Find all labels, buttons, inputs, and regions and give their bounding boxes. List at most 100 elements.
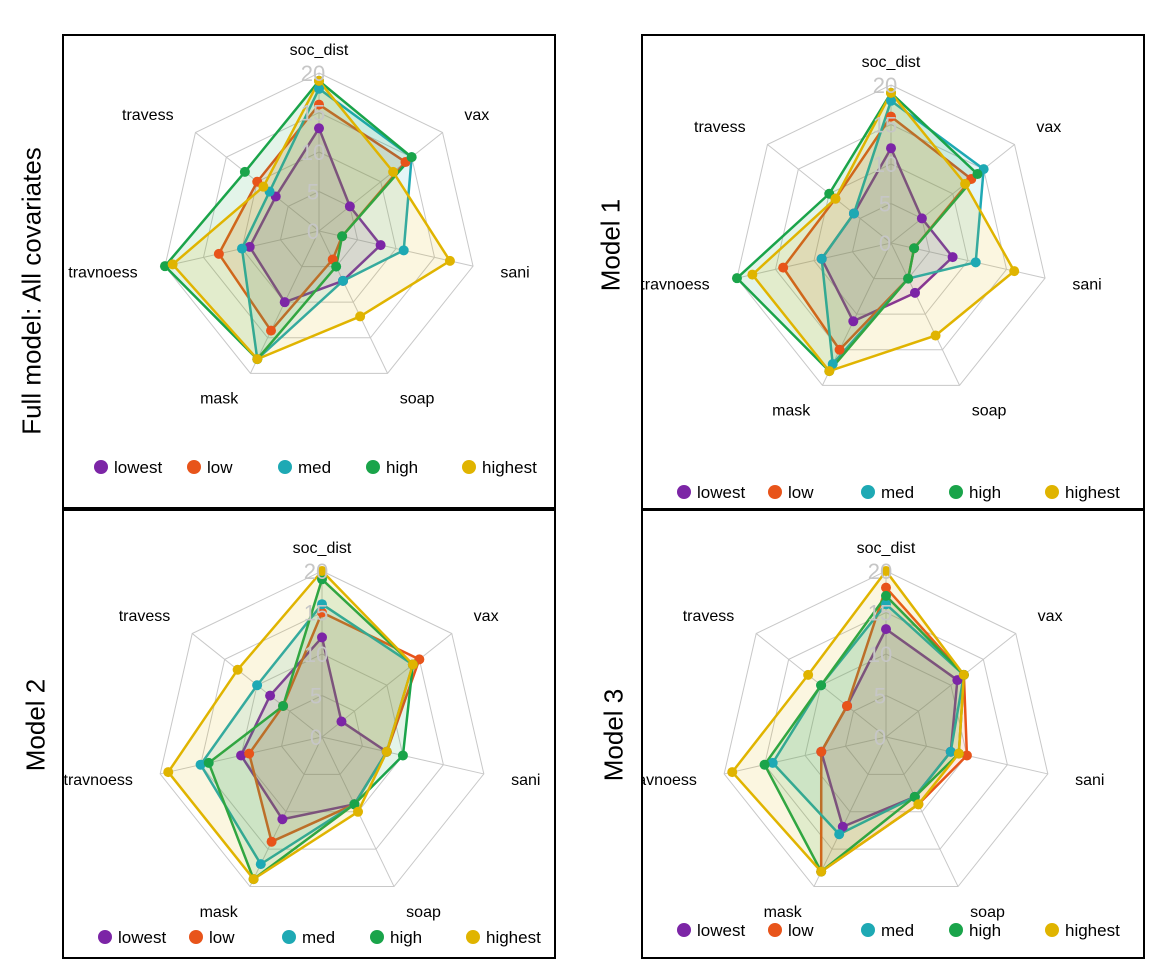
radar-panel-model1: 0 5 10 15 20 soc_dist vax sani soap mask travnoess…: [641, 34, 1145, 510]
series-area-lowest: [239, 636, 388, 821]
series-point-high: [278, 700, 289, 711]
legend-label-lowest: lowest: [114, 458, 162, 477]
radar-ticks: 0 5 10 15 20: [873, 73, 897, 256]
grid-spoke: [885, 736, 959, 887]
grid-ring: [200, 611, 444, 850]
series-point-highest: [913, 799, 924, 810]
tick-label: 0: [874, 725, 886, 750]
series-point-low: [314, 99, 324, 110]
series-point-med: [816, 253, 827, 264]
axis-label-mask: mask: [772, 403, 811, 420]
axis-label-vax: vax: [474, 608, 499, 625]
series-point-highest: [727, 767, 738, 778]
legend-label-med: med: [881, 921, 914, 940]
series-point-low: [778, 262, 789, 273]
series-point-lowest: [886, 143, 896, 154]
series-point-lowest: [909, 287, 920, 298]
panel-label-model1: Model 1: [595, 198, 626, 292]
axis-label-vax: vax: [464, 107, 489, 124]
series-point-low: [317, 607, 327, 618]
series-point-lowest: [279, 297, 290, 308]
legend-marker-lowest: [94, 460, 108, 474]
legend-marker-med: [861, 923, 875, 937]
series-point-lowest: [314, 123, 324, 134]
legend-marker-highest: [1045, 923, 1059, 937]
series-point-highest: [444, 255, 455, 266]
tick-label: 5: [310, 684, 322, 709]
series-point-high: [159, 261, 170, 272]
panel-label-model3: Model 3: [598, 688, 629, 782]
series-point-med: [252, 680, 263, 691]
tick-label: 15: [868, 601, 892, 626]
axis-label-travnoess: travnoess: [68, 264, 137, 281]
axis-label-soc_dist: soc_dist: [293, 540, 352, 557]
series-point-lowest: [236, 750, 247, 761]
series-point-med: [945, 746, 956, 757]
axis-label-travess: travess: [122, 107, 174, 124]
radar-grid: [164, 72, 474, 374]
series-point-lowest: [837, 821, 848, 832]
grid-ring: [202, 111, 436, 339]
tick-label: 10: [301, 140, 325, 165]
legend-label-med: med: [881, 483, 914, 502]
series-point-highest: [317, 566, 327, 576]
grid-ring: [279, 190, 359, 268]
series-point-high: [203, 757, 214, 768]
series-point-lowest: [916, 213, 927, 224]
series-point-med: [848, 208, 859, 219]
series-point-high: [816, 680, 827, 691]
series-point-highest: [248, 874, 259, 885]
axis-label-soap: soap: [972, 403, 1007, 420]
grid-spoke: [885, 633, 1017, 738]
legend-label-lowest: lowest: [697, 921, 745, 940]
radar-series: [727, 566, 972, 877]
grid-spoke: [318, 230, 389, 374]
series-point-high: [331, 261, 342, 272]
legend-marker-high: [949, 485, 963, 499]
series-point-high: [909, 243, 920, 254]
series-point-highest: [381, 746, 392, 757]
grid-spoke: [724, 736, 887, 775]
series-point-highest: [881, 566, 891, 576]
legend-marker-lowest: [677, 923, 691, 937]
grid-ring: [764, 611, 1008, 850]
series-point-med: [881, 599, 891, 610]
series-point-lowest: [244, 241, 255, 252]
axis-label-travess: travess: [119, 608, 171, 625]
legend-marker-med: [861, 485, 875, 499]
series-point-highest: [958, 669, 969, 680]
series-point-med: [886, 95, 896, 106]
series-point-high: [903, 273, 914, 284]
tick-label: 20: [873, 73, 897, 98]
series-point-lowest: [344, 201, 355, 212]
series-point-low: [842, 700, 853, 711]
series-point-high: [759, 759, 770, 770]
series-point-highest: [830, 193, 841, 204]
axis-label-sani: sani: [500, 264, 529, 281]
series-point-highest: [314, 75, 324, 86]
panel-label-full: Full model: All covariates: [16, 147, 47, 435]
legend-marker-med: [278, 460, 292, 474]
legend-label-highest: highest: [482, 458, 537, 477]
series-point-med: [970, 257, 981, 268]
axis-label-soap: soap: [970, 904, 1005, 921]
series-point-highest: [953, 748, 964, 759]
series-point-high: [909, 791, 920, 802]
legend-label-high: high: [969, 483, 1001, 502]
series-area-high: [163, 79, 413, 361]
legend-label-med: med: [298, 458, 331, 477]
grid-ring: [736, 84, 1046, 386]
series-point-highest: [803, 669, 814, 680]
series-point-med: [255, 859, 266, 870]
legend-label-highest: highest: [1065, 921, 1120, 940]
legend-label-high: high: [390, 928, 422, 947]
axis-label-soc_dist: soc_dist: [857, 540, 916, 557]
axis-label-mask: mask: [764, 904, 803, 921]
grid-spoke: [813, 736, 887, 887]
series-point-med: [767, 757, 778, 768]
legend-marker-lowest: [98, 930, 112, 944]
